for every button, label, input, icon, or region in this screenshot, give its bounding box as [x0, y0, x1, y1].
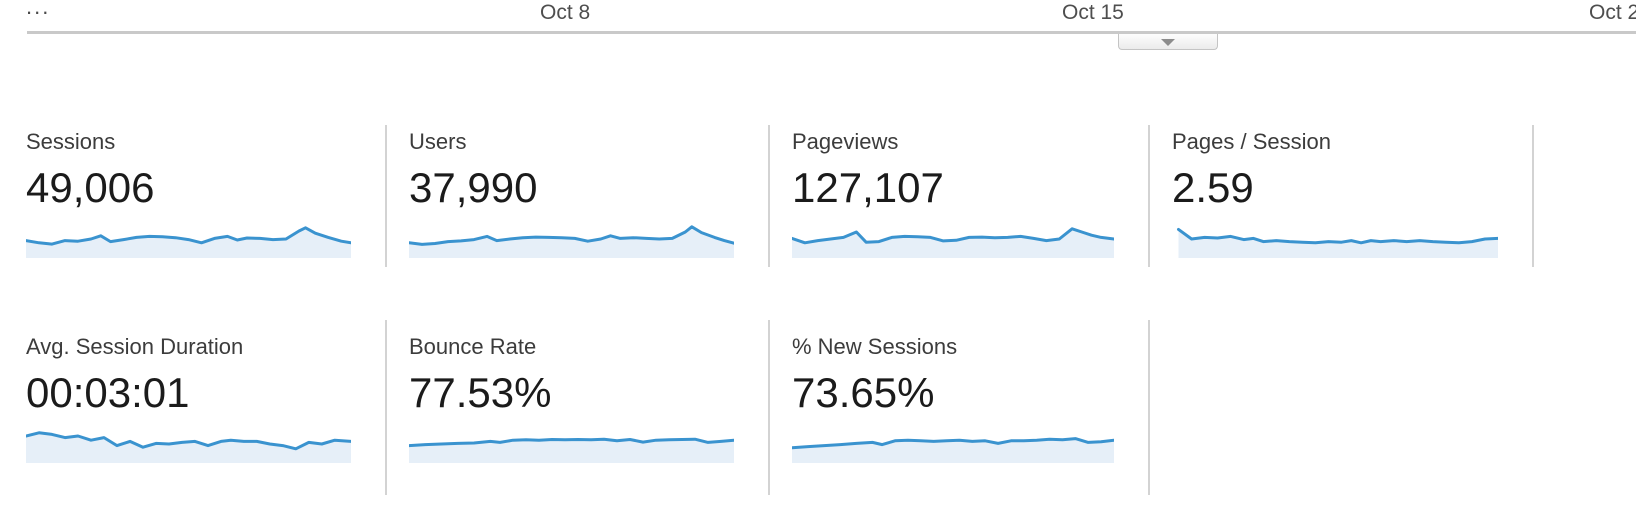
collapse-chart-button[interactable]	[1118, 34, 1218, 50]
metric-label: Pages / Session	[1172, 129, 1331, 154]
metric-sparkline	[26, 425, 351, 463]
metric-sparkline	[792, 220, 1114, 258]
axis-overflow-ellipsis: ...	[26, 0, 51, 19]
metric-value: 49,006	[26, 164, 155, 211]
metric-card-avg-session-duration[interactable]: Avg. Session Duration 00:03:01	[0, 320, 385, 495]
metric-card-sessions[interactable]: Sessions 49,006	[0, 125, 385, 267]
metric-sparkline	[792, 425, 1114, 463]
metric-sparkline	[1172, 220, 1498, 258]
metric-card-percent-new-sessions[interactable]: % New Sessions 73.65%	[768, 320, 1148, 495]
metric-label: Users	[409, 129, 467, 154]
metric-card-users[interactable]: Users 37,990	[385, 125, 768, 267]
axis-tick-oct-22: Oct 2	[1589, 1, 1636, 24]
metric-value: 37,990	[409, 164, 538, 211]
metric-label: Avg. Session Duration	[26, 334, 244, 359]
axis-tick-oct-15: Oct 15	[1062, 1, 1124, 24]
empty-grid-cell	[1532, 125, 1636, 267]
metric-value: 127,107	[792, 164, 944, 211]
metric-label: Bounce Rate	[409, 334, 537, 359]
metric-card-pageviews[interactable]: Pageviews 127,107	[768, 125, 1148, 267]
metric-label: Pageviews	[792, 129, 899, 154]
metric-cards-row-1: Sessions 49,006 Users 37,990 Pageviews 1…	[0, 125, 1636, 267]
metric-value: 00:03:01	[26, 369, 190, 416]
metric-sparkline	[26, 220, 351, 258]
metric-value: 2.59	[1172, 164, 1254, 211]
metric-card-bounce-rate[interactable]: Bounce Rate 77.53%	[385, 320, 768, 495]
metric-sparkline	[409, 425, 734, 463]
empty-grid-cell	[1148, 320, 1532, 495]
chevron-down-icon	[1161, 38, 1175, 46]
metric-value: 73.65%	[792, 369, 935, 416]
metric-card-pages-per-session[interactable]: Pages / Session 2.59	[1148, 125, 1532, 267]
chart-bottom-border	[27, 31, 1636, 34]
axis-tick-oct-8: Oct 8	[540, 1, 591, 24]
metric-label: % New Sessions	[792, 334, 958, 359]
metric-cards-row-2: Avg. Session Duration 00:03:01 Bounce Ra…	[0, 320, 1636, 495]
metric-value: 77.53%	[409, 369, 552, 416]
metric-sparkline	[409, 220, 734, 258]
metric-label: Sessions	[26, 129, 116, 154]
